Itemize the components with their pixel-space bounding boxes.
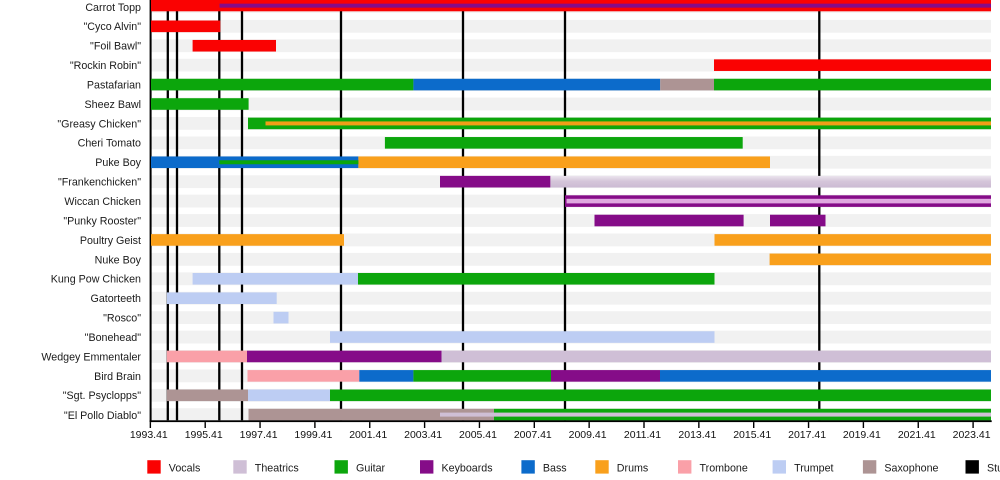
svg-text:2009.41: 2009.41 [569, 429, 607, 441]
svg-text:1997.41: 1997.41 [240, 429, 278, 441]
svg-text:Theatrics: Theatrics [255, 463, 299, 475]
svg-text:Bass: Bass [543, 463, 567, 475]
svg-text:"Punky Rooster": "Punky Rooster" [63, 215, 141, 227]
svg-text:Gatorteeth: Gatorteeth [91, 293, 142, 305]
svg-text:"Foil Bawl": "Foil Bawl" [90, 41, 141, 53]
svg-text:Wedgey Emmentaler: Wedgey Emmentaler [41, 351, 141, 363]
svg-text:2007.41: 2007.41 [514, 429, 552, 441]
svg-text:2011.41: 2011.41 [624, 429, 661, 441]
svg-text:2019.41: 2019.41 [843, 429, 881, 441]
svg-text:1999.41: 1999.41 [294, 429, 332, 441]
svg-text:Keyboards: Keyboards [442, 463, 493, 475]
svg-text:Sheez Bawl: Sheez Bawl [85, 99, 141, 111]
svg-text:2005.41: 2005.41 [459, 429, 497, 441]
svg-text:2015.41: 2015.41 [733, 429, 771, 441]
svg-text:"Greasy Chicken": "Greasy Chicken" [57, 118, 141, 130]
svg-text:Nuke Boy: Nuke Boy [95, 254, 142, 266]
svg-text:2021.41: 2021.41 [898, 429, 936, 441]
svg-text:2003.41: 2003.41 [404, 429, 442, 441]
svg-text:2023.41: 2023.41 [953, 429, 991, 441]
svg-text:1995.41: 1995.41 [185, 429, 223, 441]
svg-text:"Sgt. Psyclopps": "Sgt. Psyclopps" [63, 390, 141, 402]
svg-text:Kung Pow Chicken: Kung Pow Chicken [51, 274, 141, 286]
svg-text:"Rosco": "Rosco" [103, 313, 141, 325]
svg-text:Poultry Geist: Poultry Geist [80, 235, 141, 247]
svg-text:Wiccan Chicken: Wiccan Chicken [64, 196, 141, 208]
svg-text:Drums: Drums [617, 463, 648, 475]
svg-text:"Rockin Robin": "Rockin Robin" [70, 60, 141, 72]
svg-text:Puke Boy: Puke Boy [95, 157, 141, 169]
svg-text:Bird Brain: Bird Brain [94, 371, 141, 383]
svg-text:Saxophone: Saxophone [884, 463, 938, 475]
svg-text:Pastafarian: Pastafarian [87, 79, 141, 91]
svg-text:Guitar: Guitar [356, 463, 386, 475]
svg-text:Vocals: Vocals [169, 463, 201, 475]
svg-text:"Frankenchicken": "Frankenchicken" [58, 177, 141, 189]
svg-text:Trombone: Trombone [700, 463, 748, 475]
svg-text:Carrot Topp: Carrot Topp [85, 2, 141, 14]
svg-text:"El Pollo Diablo": "El Pollo Diablo" [64, 410, 141, 422]
svg-text:2013.41: 2013.41 [678, 429, 716, 441]
svg-text:2001.41: 2001.41 [349, 429, 387, 441]
svg-text:Cheri Tomato: Cheri Tomato [78, 138, 141, 150]
svg-text:1993.41: 1993.41 [130, 429, 168, 441]
svg-text:Studio albums: Studio albums [987, 463, 1000, 475]
svg-text:2017.41: 2017.41 [788, 429, 826, 441]
svg-text:"Bonehead": "Bonehead" [85, 332, 142, 344]
svg-text:"Cyco Alvin": "Cyco Alvin" [84, 21, 142, 33]
svg-text:Trumpet: Trumpet [794, 463, 833, 475]
